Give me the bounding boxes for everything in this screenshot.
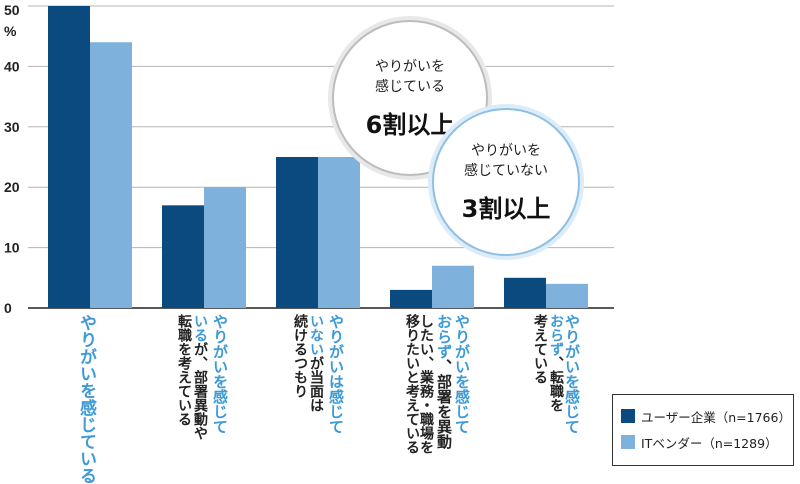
- legend: ユーザー企業（n=1766） ITベンダー（n=1289）: [612, 394, 794, 466]
- legend-label: ユーザー企業（n=1766）: [641, 409, 791, 425]
- bar-vendor-1: [204, 187, 246, 308]
- annotation-headline: 3割以上: [461, 194, 551, 223]
- bar-user-2: [276, 157, 318, 308]
- legend-item-vendor: ITベンダー（n=1289）: [621, 429, 785, 455]
- annotation-text-line: やりがいを: [375, 58, 445, 75]
- legend-swatch: [621, 409, 635, 423]
- category-label-column: 続けるつもり: [292, 314, 308, 398]
- category-label-column: おらず、部署を異動: [435, 314, 453, 449]
- category-label-column: したい、業務・職場を: [418, 314, 434, 454]
- category-label-column: やりがいを感じて: [563, 314, 581, 434]
- y-tick-label: 50: [4, 2, 20, 18]
- bar-user-1: [162, 205, 204, 308]
- bars: [48, 6, 588, 309]
- category-label-column: やりがいを感じている: [76, 314, 96, 484]
- category-label-column: 考えている: [532, 314, 548, 384]
- bar-vendor-4: [546, 283, 588, 308]
- y-tick-label: 0: [4, 300, 12, 316]
- y-tick-label: 30: [4, 119, 20, 135]
- category-label-column: いるが、部署異動や: [192, 314, 208, 440]
- annotation-headline: 6割以上: [365, 110, 455, 139]
- annotation-text-line: 感じていない: [464, 162, 548, 179]
- bar-user-0: [48, 6, 90, 308]
- y-tick-label: 10: [4, 240, 20, 256]
- legend-item-user: ユーザー企業（n=1766）: [621, 403, 791, 429]
- category-label-column: やりがいを感じて: [211, 314, 229, 434]
- bar-user-3: [390, 289, 432, 308]
- legend-swatch: [621, 435, 635, 449]
- category-label-column: 移りたいと考えている: [404, 314, 420, 454]
- y-axis: 0 10 20 30 40 50: [4, 2, 20, 316]
- annotation-text-line: 感じている: [375, 78, 445, 95]
- category-label-column: 転職を考えている: [176, 314, 192, 426]
- y-unit-label: %: [4, 23, 17, 39]
- bar-vendor-3: [432, 265, 474, 308]
- y-tick-label: 20: [4, 179, 20, 195]
- y-tick-label: 40: [4, 58, 20, 74]
- legend-label: ITベンダー（n=1289）: [641, 435, 778, 451]
- bar-vendor-0: [90, 42, 132, 309]
- bar-user-4: [504, 277, 546, 308]
- annotation-text-line: やりがいを: [471, 142, 541, 159]
- category-label-column: やりがいは感じて: [327, 314, 345, 434]
- bar-vendor-2: [318, 157, 360, 308]
- category-label-column: いないが当面は: [308, 314, 324, 412]
- chart: 0 10 20 30 40 50 %: [4, 2, 614, 316]
- category-label-column: やりがいを感じて: [453, 314, 471, 434]
- annotation-bubble-negative: やりがいを 感じていない 3割以上: [432, 108, 580, 256]
- category-label-column: おらず、転職を: [548, 314, 564, 412]
